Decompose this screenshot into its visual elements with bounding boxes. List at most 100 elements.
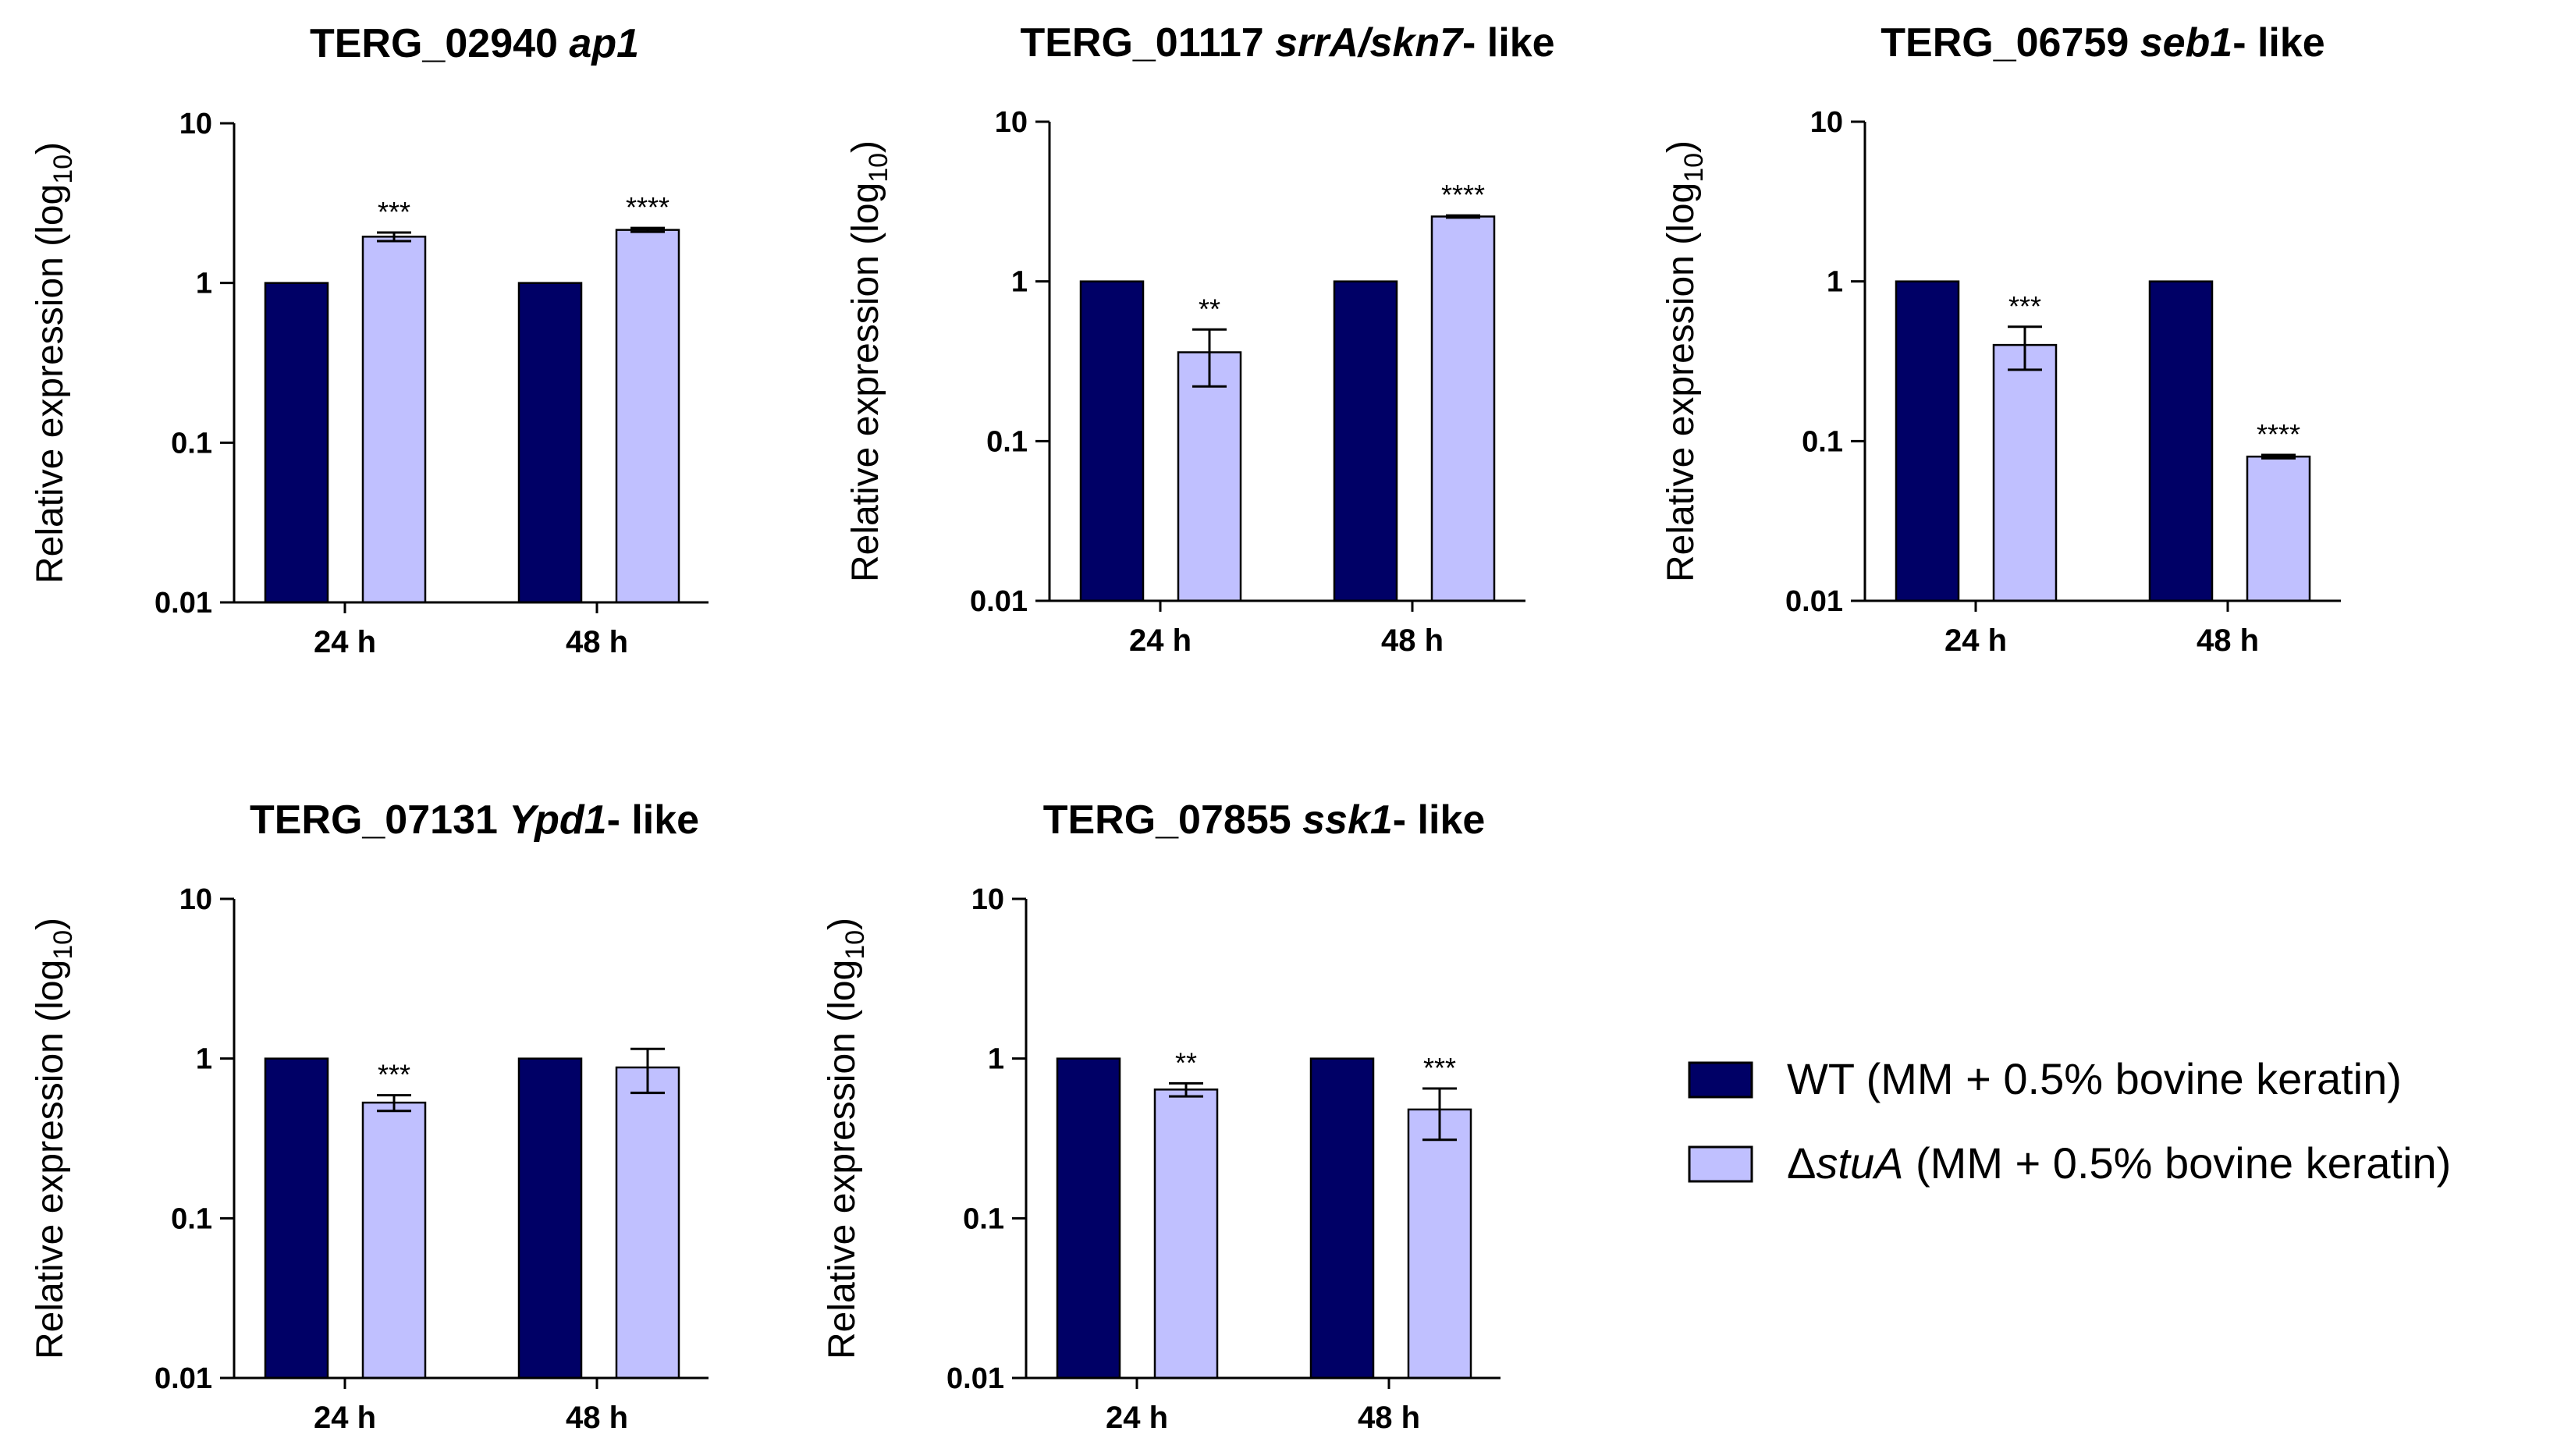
y-axis-label-close: ) [822,918,863,930]
chart-title: TERG_07131 Ypd1- like [250,797,699,843]
x-tick-label: 24 h [314,625,376,659]
bar-mutant-48h [1430,215,1496,602]
chart-title-gene-id: TERG_06759 [1881,20,2140,66]
bar-wt-48h [517,282,583,604]
legend-swatch-wt [1688,1061,1753,1099]
y-tick-label: 1 [196,1043,212,1076]
significance-label: *** [378,1059,410,1091]
chart-panel-5: TERG_07855 ssk1- like Relative expression… [822,797,1501,1435]
bar-mutant-24h [361,236,427,604]
legend-label-strain: stuA [1816,1138,1903,1188]
bar-mutant-24h [1153,1088,1219,1380]
chart-title-gene-id: TERG_07131 [250,797,509,843]
y-axis-label-subscript: 10 [864,153,893,183]
legend-item-mutant: ΔstuA (MM + 0.5% bovine keratin) [1688,1138,2451,1188]
chart-title-gene-name: seb1 [2140,20,2233,66]
bar-wt-48h [517,1057,583,1380]
legend-label-wt: WT (MM + 0.5% bovine keratin) [1787,1054,2402,1103]
chart-title: TERG_02940 ap1 [310,21,639,66]
chart-title-gene-id: TERG_07855 [1043,797,1302,843]
x-tick-label: 24 h [1129,623,1192,658]
significance-label: *** [2008,290,2041,322]
legend-label-delta: Δ [1787,1138,1816,1188]
y-axis-label-text: Relative expression (log [30,960,71,1359]
legend-label-mutant: ΔstuA (MM + 0.5% bovine keratin) [1787,1138,2451,1188]
x-tick-label: 24 h [1944,623,2007,658]
chart-title-suffix: - like [607,797,700,843]
x-tick-label: 48 h [1381,623,1444,658]
chart-title: TERG_06759 seb1- like [1881,20,2324,66]
y-tick-label: 0.01 [946,1362,1004,1395]
x-tick-label: 24 h [314,1401,376,1435]
y-tick-label: 0.1 [1802,425,1843,458]
bar-mutant-24h [1177,351,1242,602]
y-tick-label: 0.01 [154,587,212,620]
y-axis-label-close: ) [30,918,71,930]
y-axis-label: Relative expression (log10) [30,918,78,1359]
bar-mutant-24h [361,1101,427,1380]
y-tick-label: 0.1 [963,1202,1004,1235]
bar-mutant-48h [2246,455,2311,602]
y-axis-label: Relative expression (log10) [822,918,870,1359]
y-axis-label-text: Relative expression (log [845,183,886,582]
y-axis-label-subscript: 10 [48,930,78,960]
y-axis-label-close: ) [30,142,71,154]
chart-title: TERG_07855 ssk1- like [1043,797,1486,843]
x-tick-label: 48 h [2197,623,2259,658]
y-axis-label: Relative expression (log10) [30,142,78,584]
y-tick-label: 10 [179,883,212,916]
y-tick-label: 10 [1810,106,1843,139]
y-axis-label-close: ) [1660,140,1702,153]
bar-mutant-48h [1407,1108,1472,1380]
y-axis-label-subscript: 10 [840,930,870,960]
y-tick-label: 0.01 [970,585,1028,618]
bar-wt-48h [2148,280,2214,602]
chart-panel-3: TERG_06759 seb1- like Relative expression… [1660,20,2341,658]
chart-title: TERG_01117 srrA/skn7- like [1020,20,1554,66]
y-tick-label: 10 [995,106,1028,139]
bar-wt-24h [1079,280,1145,602]
chart-title-gene-name: ssk1 [1302,797,1393,843]
x-tick-label: 48 h [566,625,628,659]
significance-label: ** [1199,293,1220,325]
y-axis-label: Relative expression (log10) [1660,140,1709,582]
y-tick-label: 1 [1011,266,1028,299]
significance-label: *** [1423,1052,1456,1084]
significance-label: **** [626,191,669,223]
y-axis-label-subscript: 10 [1679,153,1709,183]
chart-title-gene-id: TERG_01117 [1020,20,1275,66]
bar-mutant-48h [615,229,680,604]
y-tick-label: 10 [971,883,1004,916]
y-tick-label: 0.1 [986,425,1028,458]
legend-label-condition: (MM + 0.5% bovine keratin) [1903,1138,2451,1188]
y-axis-label: Relative expression (log10) [845,140,893,582]
x-tick-label: 48 h [566,1401,628,1435]
chart-title-suffix: - like [2232,20,2325,66]
chart-title-gene-name: srrA/skn7 [1275,20,1464,66]
y-tick-label: 0.01 [154,1362,212,1395]
y-axis-label-subscript: 10 [48,154,78,184]
y-axis-label-text: Relative expression (log [1660,183,1702,582]
x-tick-label: 48 h [1358,1401,1420,1435]
bar-wt-24h [1895,280,1960,602]
legend-swatch-mutant [1688,1145,1753,1183]
chart-title-suffix: - like [1462,20,1555,66]
bar-mutant-24h [1992,343,2058,602]
bar-wt-24h [264,282,329,604]
significance-label: **** [2257,418,2300,450]
y-tick-label: 0.1 [171,427,212,460]
bar-wt-48h [1309,1057,1375,1380]
legend-item-wt: WT (MM + 0.5% bovine keratin) [1688,1054,2402,1103]
bar-wt-24h [1056,1057,1121,1380]
significance-label: ** [1175,1046,1197,1078]
y-axis-label-text: Relative expression (log [30,184,71,584]
bar-mutant-48h [615,1066,680,1380]
chart-title-gene-id: TERG_02940 [310,21,569,66]
significance-label: *** [378,196,410,228]
x-tick-label: 24 h [1106,1401,1168,1435]
y-tick-label: 10 [179,108,212,140]
y-tick-label: 1 [1827,266,1843,299]
bar-wt-24h [264,1057,329,1380]
